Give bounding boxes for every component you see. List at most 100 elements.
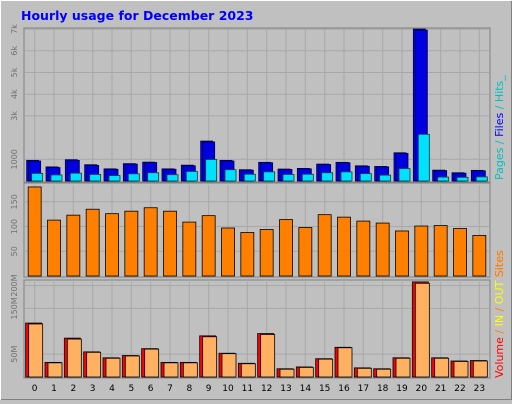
bar-pages-hour-6 [147, 172, 160, 182]
bar-sites-hour-10 [221, 227, 235, 277]
bar-sites-hour-18 [375, 222, 390, 277]
bar-out-hour-9 [202, 336, 218, 378]
bar-sites-hour-22 [453, 228, 467, 277]
bar-pages-hour-11 [243, 173, 256, 182]
bar-sites-hour-2 [66, 214, 81, 277]
bar-out-hour-10 [221, 353, 237, 378]
bar-pages-hour-5 [127, 173, 140, 182]
bar-out-hour-8 [182, 362, 198, 378]
x-tick-hour-0: 0 [32, 384, 38, 394]
y-tick-panel2-2: 200M [10, 274, 19, 296]
axis-label-top-part-4: Hits_ [493, 75, 506, 102]
bar-sites-hour-17 [356, 220, 371, 277]
x-tick-hour-22: 22 [454, 384, 465, 394]
y-tick-panel0-1: 3k [10, 111, 19, 121]
bar-sites-hour-9 [201, 215, 216, 277]
bar-out-hour-7 [163, 362, 179, 378]
y-tick-panel0-5: 7k [10, 24, 19, 34]
x-tick-hour-20: 20 [416, 384, 428, 394]
x-tick-hour-13: 13 [280, 384, 291, 394]
bar-sites-hour-6 [143, 207, 158, 277]
bar-out-hour-4 [105, 357, 121, 378]
y-tick-panel2-0: 50M [10, 346, 19, 363]
bar-sites-hour-1 [47, 219, 61, 277]
bar-out-hour-2 [66, 338, 82, 378]
bar-sites-hour-19 [395, 230, 409, 277]
bar-out-hour-19 [395, 357, 411, 378]
bar-sites-hour-20 [414, 225, 429, 277]
bar-out-hour-13 [279, 368, 295, 378]
bar-out-hour-0 [28, 323, 44, 378]
axis-label-mid-part-0: Sites [493, 250, 506, 277]
x-tick-hour-21: 21 [435, 384, 446, 394]
bar-out-hour-16 [337, 347, 353, 378]
x-tick-hour-11: 11 [242, 384, 253, 394]
bar-out-hour-17 [356, 367, 372, 378]
bar-sites-hour-14 [298, 227, 313, 277]
bar-sites-hour-15 [317, 214, 332, 277]
bar-out-hour-18 [376, 368, 392, 378]
panel-sites [23, 182, 491, 278]
bar-pages-hour-7 [166, 174, 179, 182]
x-tick-hour-6: 6 [148, 384, 154, 394]
panel-hits [23, 27, 491, 183]
x-tick-hour-12: 12 [261, 384, 272, 394]
bar-out-hour-5 [124, 355, 140, 378]
sites-axis-label: Sites [493, 250, 506, 277]
x-tick-hour-3: 3 [90, 384, 96, 394]
bar-pages-hour-8 [185, 171, 198, 182]
x-tick-hour-23: 23 [474, 384, 485, 394]
bar-sites-hour-13 [279, 219, 293, 277]
x-tick-hour-14: 14 [300, 384, 312, 394]
axis-label-bot-part-2: IN [493, 315, 506, 326]
bar-out-hour-20 [414, 282, 430, 378]
bar-out-hour-21 [434, 357, 450, 378]
bar-pages-hour-17 [359, 173, 372, 182]
y-tick-panel1-0: 50 [10, 246, 19, 256]
bar-out-hour-11 [240, 363, 256, 378]
bar-out-hour-22 [453, 361, 469, 378]
bar-pages-hour-20 [417, 133, 430, 182]
bar-out-hour-6 [144, 348, 160, 378]
bar-pages-hour-2 [69, 172, 82, 182]
bar-sites-hour-23 [472, 235, 487, 277]
axis-label-bot-part-1: / [493, 326, 506, 337]
x-tick-hour-4: 4 [109, 384, 115, 394]
bar-pages-hour-15 [321, 172, 334, 182]
bar-pages-hour-16 [340, 171, 353, 182]
bar-sites-hour-12 [259, 229, 274, 277]
bar-pages-hour-19 [398, 168, 411, 182]
bar-pages-hour-21 [437, 176, 450, 182]
x-tick-hour-17: 17 [358, 384, 369, 394]
bar-out-hour-3 [86, 351, 102, 378]
y-tick-panel2-1: 150M [10, 297, 19, 319]
x-tick-hour-8: 8 [186, 384, 192, 394]
bar-sites-hour-7 [163, 210, 177, 277]
x-tick-hour-10: 10 [222, 384, 234, 394]
bar-out-hour-15 [318, 358, 334, 378]
axis-label-bot-part-3: / [493, 304, 506, 315]
bar-pages-hour-23 [475, 176, 488, 182]
axis-label-top-part-1: / [493, 137, 506, 148]
bar-out-hour-14 [298, 366, 314, 378]
axis-label-bot-part-6: Sites [493, 250, 506, 277]
x-tick-hour-5: 5 [128, 384, 134, 394]
bar-sites-hour-3 [85, 208, 100, 277]
bar-pages-hour-0 [31, 173, 44, 182]
x-tick-hour-2: 2 [70, 384, 76, 394]
x-tick-hour-18: 18 [377, 384, 389, 394]
bar-pages-hour-18 [379, 174, 392, 182]
y-tick-panel0-2: 4k [10, 89, 19, 99]
y-tick-panel1-1: 100 [10, 219, 19, 234]
axis-label-top-part-0: Pages [493, 147, 506, 180]
y-tick-panel1-2: 150 [10, 194, 19, 209]
x-tick-hour-7: 7 [167, 384, 173, 394]
bar-sites-hour-4 [105, 213, 119, 277]
chart-title: Hourly usage for December 2023 [21, 8, 254, 23]
axis-label-top-part-2: Files [493, 113, 506, 137]
x-tick-hour-15: 15 [319, 384, 330, 394]
bar-sites-hour-16 [337, 216, 351, 277]
